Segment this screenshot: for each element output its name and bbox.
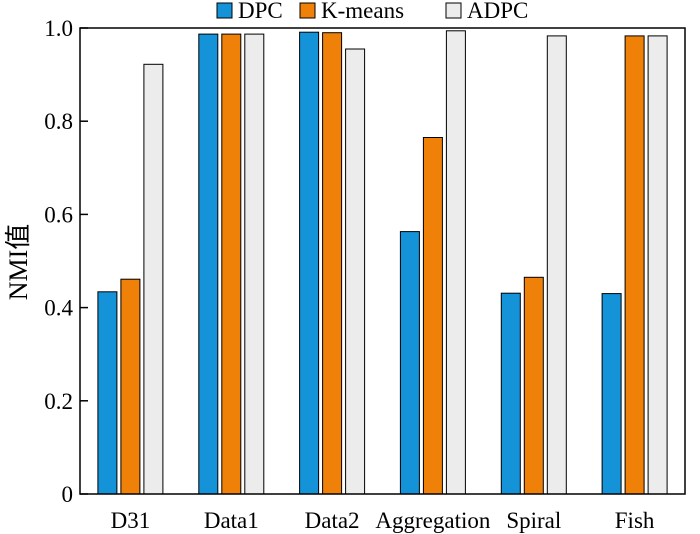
y-axis-title: NMI值 — [4, 224, 33, 301]
legend-label-adpc: ADPC — [467, 0, 528, 23]
bar-adpc-data2 — [345, 48, 366, 495]
legend-label-kmeans: K-means — [321, 0, 404, 23]
legend: DPC K-means ADPC — [216, 0, 528, 23]
legend-swatch-kmeans — [299, 2, 316, 19]
x-tick-label: Spiral — [506, 508, 561, 533]
plot-frame — [79, 27, 686, 495]
y-tick-label: 0.2 — [44, 389, 73, 414]
bar-dpc-data2 — [299, 31, 320, 495]
y-tick-label: 0 — [62, 482, 74, 507]
bar-k-means-d31 — [120, 278, 141, 495]
legend-swatch-adpc — [445, 2, 462, 19]
bar-dpc-data1 — [198, 33, 219, 495]
bar-k-means-aggregation — [422, 137, 443, 495]
bar-k-means-data2 — [322, 32, 343, 495]
x-tick-label: D31 — [111, 508, 151, 533]
bar-k-means-fish — [624, 35, 645, 495]
bar-dpc-d31 — [97, 291, 118, 495]
bar-adpc-aggregation — [445, 30, 466, 495]
bar-dpc-aggregation — [399, 231, 420, 495]
bar-adpc-d31 — [143, 63, 164, 495]
bar-k-means-spiral — [523, 276, 544, 495]
y-tick-label: 0.8 — [44, 109, 73, 134]
bar-k-means-data1 — [221, 33, 242, 495]
legend-label-dpc: DPC — [238, 0, 283, 23]
x-tick-label: Aggregation — [375, 508, 490, 533]
y-tick-label: 0.4 — [44, 296, 73, 321]
bar-dpc-spiral — [500, 292, 521, 495]
bar-adpc-fish — [647, 35, 668, 495]
legend-swatch-dpc — [216, 2, 233, 19]
bar-adpc-data1 — [244, 33, 265, 495]
x-tick-label: Fish — [615, 508, 655, 533]
y-tick-label: 0.6 — [44, 202, 73, 227]
bar-adpc-spiral — [546, 35, 567, 495]
plot-area: D31 Data1 Data2 Aggregation Spiral Fish 0 0.2 0.… — [44, 16, 686, 533]
y-tick-label: 1.0 — [44, 16, 73, 41]
x-tick-label: Data1 — [204, 508, 259, 533]
x-tick-label: Data2 — [305, 508, 360, 533]
bar-dpc-fish — [601, 293, 622, 495]
